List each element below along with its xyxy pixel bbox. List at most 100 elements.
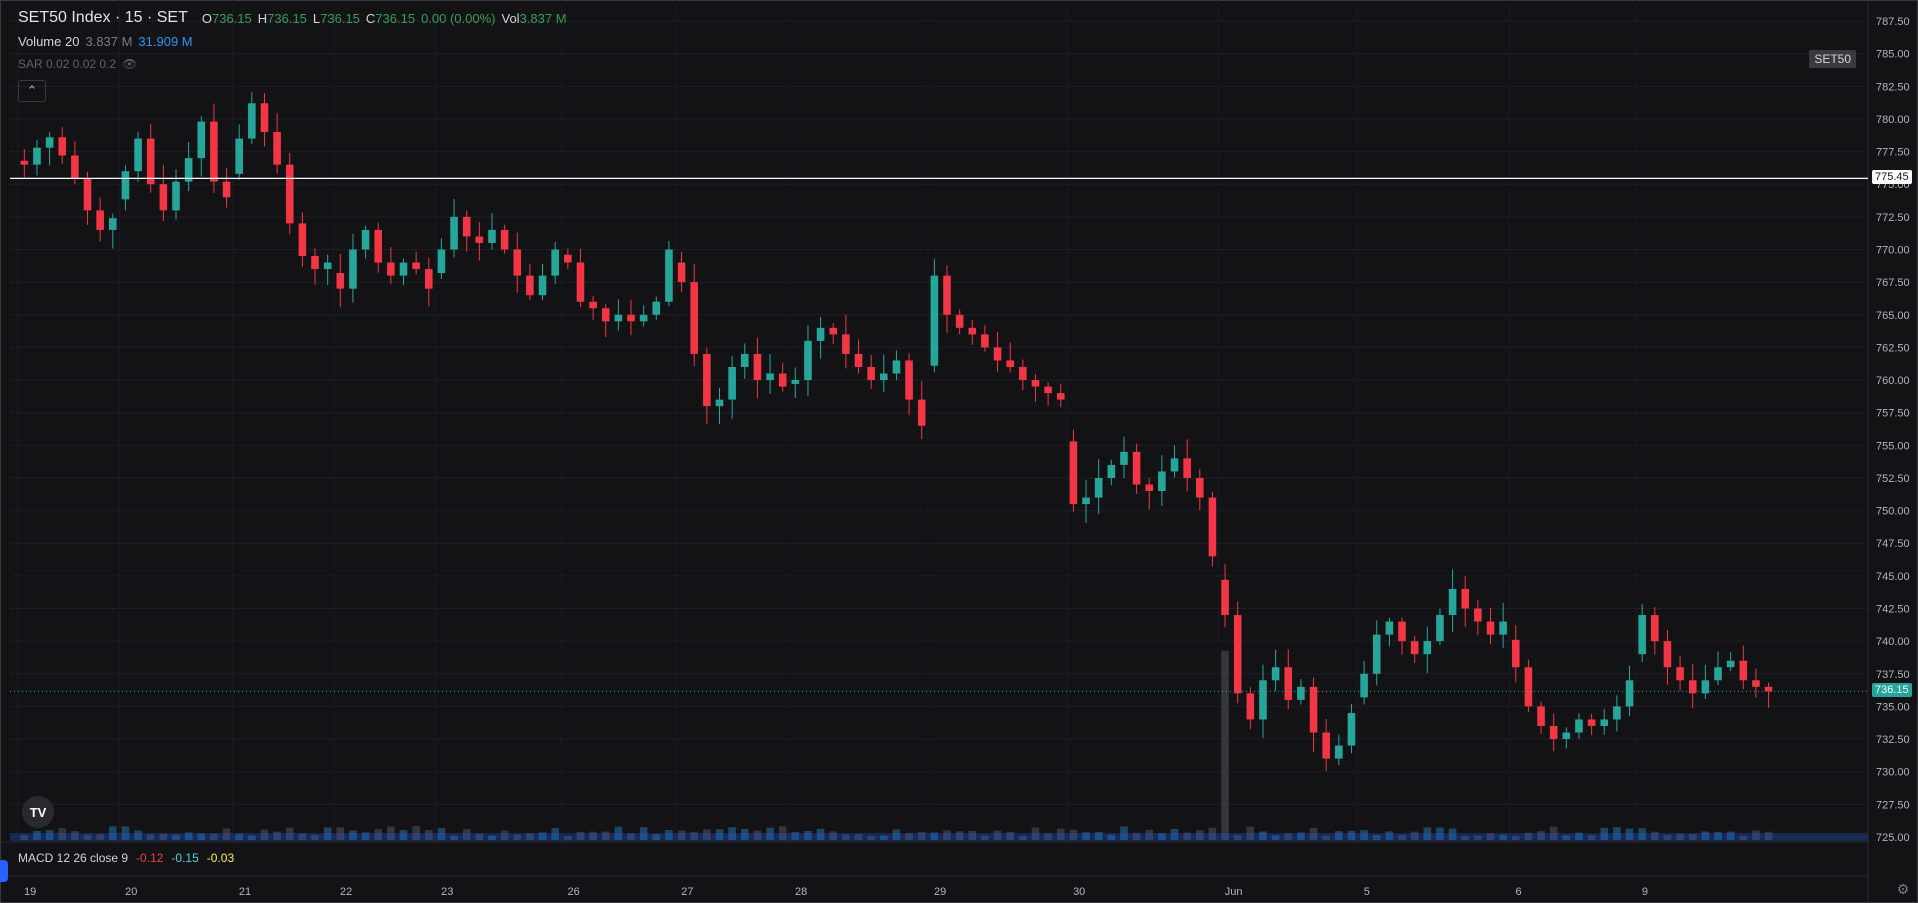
volume-bar — [1107, 834, 1116, 840]
candle-body — [1360, 673, 1368, 698]
candle-body — [1537, 706, 1545, 726]
time-axis-label: 27 — [681, 886, 693, 898]
candle-body — [1145, 484, 1154, 492]
candle-body — [1019, 366, 1027, 381]
volume-label[interactable]: Volume 20 — [18, 34, 80, 49]
price-axis-label: 725.00 — [1876, 832, 1910, 844]
eye-hidden-icon[interactable]: 👁 — [122, 57, 138, 71]
candle-body — [1347, 712, 1356, 746]
candle-body — [1726, 660, 1735, 668]
price-axis-label: 760.00 — [1876, 375, 1910, 387]
candle-body — [412, 262, 420, 270]
candle-body — [424, 269, 433, 289]
candle-body — [349, 249, 357, 289]
volume-bar — [1562, 835, 1571, 840]
volume-legend[interactable]: Volume 20 3.837 M 31.909 M — [18, 34, 193, 49]
macd-legend[interactable]: MACD 12 26 close 9 -0.12 -0.15 -0.03 — [18, 851, 234, 865]
symbol-name[interactable]: SET50 Index · 15 · SET — [18, 9, 188, 26]
candle-body — [1410, 641, 1419, 655]
volume-bar — [576, 831, 585, 840]
volume-bar — [1436, 827, 1444, 840]
symbol-legend[interactable]: SET50 Index · 15 · SET O 736.15 H 736.15 L… — [18, 9, 567, 27]
candle-body — [1752, 680, 1760, 687]
volume-bar — [1638, 828, 1646, 840]
candle-body — [1524, 667, 1533, 707]
volume-bar — [1764, 831, 1773, 840]
price-axis-label: 750.00 — [1876, 506, 1910, 518]
volume-bar — [1271, 835, 1280, 840]
last-price-tag: 736.15 — [1872, 683, 1912, 698]
candle-body — [652, 301, 661, 315]
volume-bar — [1145, 829, 1154, 840]
candle-body — [159, 184, 168, 211]
volume-bar — [1701, 831, 1710, 840]
candle-body — [361, 229, 370, 250]
volume-bar — [677, 830, 686, 840]
candle-body — [1372, 634, 1381, 674]
volume-bar — [601, 831, 610, 840]
volume-bar — [816, 828, 825, 840]
candle-body — [804, 340, 812, 381]
volume-bar — [564, 835, 572, 840]
volume-bar — [1752, 830, 1760, 840]
collapse-legend-button[interactable]: ⌃ — [18, 80, 46, 102]
volume-ma-value: 31.909 M — [138, 34, 193, 49]
volume-bar — [753, 830, 762, 840]
candle-body — [462, 216, 471, 237]
volume-bar — [703, 829, 711, 840]
candle-body — [1613, 706, 1621, 720]
candle-body — [1170, 458, 1179, 472]
candle-body — [1284, 667, 1293, 700]
macd-signal-value: -0.15 — [171, 851, 199, 865]
volume-bar — [538, 832, 547, 840]
candle-body — [387, 262, 395, 276]
volume-bar — [1461, 835, 1470, 840]
volume-bar — [968, 830, 977, 840]
volume-bar — [1082, 832, 1090, 840]
volume-bar — [1284, 833, 1293, 840]
candle-body — [930, 275, 939, 366]
sar-legend[interactable]: SAR 0.02 0.02 0.2 👁 — [18, 57, 137, 71]
candle-body — [513, 249, 522, 276]
candle-body — [829, 327, 838, 335]
candle-body — [1132, 451, 1141, 485]
settings-gear-icon[interactable]: ⚙ — [1896, 881, 1910, 897]
volume-bar — [83, 834, 92, 840]
horizontal-line-price-tag[interactable]: 775.45 — [1872, 170, 1912, 185]
change-value: 0.00 (0.00%) — [421, 10, 496, 26]
time-axis-label: 19 — [24, 886, 36, 898]
candle-body — [1246, 693, 1255, 720]
volume-bar — [1549, 826, 1558, 840]
volume-bar — [639, 827, 648, 840]
macd-label[interactable]: MACD 12 26 close 9 — [18, 851, 129, 865]
candle-body — [1259, 680, 1267, 720]
volume-bar — [1486, 833, 1495, 840]
candle-body — [1499, 621, 1507, 635]
candle-body — [564, 254, 572, 263]
candle-body — [1271, 667, 1280, 681]
volume-bar — [551, 828, 559, 840]
tradingview-logo-icon[interactable]: TV — [22, 796, 54, 828]
volume-bar — [1335, 831, 1343, 840]
macd-hist-value: -0.03 — [206, 851, 235, 865]
volume-bar — [1423, 827, 1432, 840]
price-axis-label: 730.00 — [1876, 767, 1910, 779]
volume-bar — [71, 831, 79, 840]
volume-bar — [1069, 829, 1078, 840]
candle-body — [1676, 667, 1684, 681]
candle-body — [1031, 380, 1040, 387]
time-axis-label: 28 — [795, 886, 807, 898]
sar-label[interactable]: SAR 0.02 0.02 0.2 — [18, 57, 117, 71]
pane-resize-handle[interactable] — [0, 860, 8, 882]
price-axis-label: 780.00 — [1876, 114, 1910, 126]
volume-bar — [33, 830, 41, 840]
candle-body — [96, 210, 104, 230]
candle-body — [1183, 458, 1191, 478]
volume-bar — [740, 828, 749, 840]
candle-body — [1511, 639, 1520, 668]
candle-body — [172, 181, 180, 211]
volume-bar — [905, 832, 913, 840]
volume-bar — [311, 834, 319, 840]
candle-body — [1688, 680, 1697, 694]
